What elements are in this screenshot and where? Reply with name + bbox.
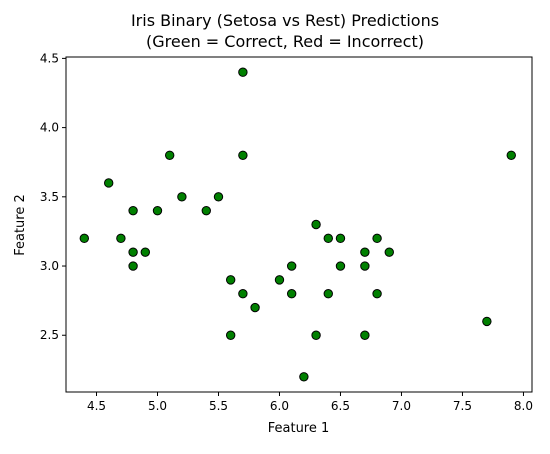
correct-prediction-point [360, 330, 370, 340]
correct-prediction-point [79, 233, 89, 244]
chart-subtitle: (Green = Correct, Red = Incorrect) [146, 32, 424, 51]
correct-prediction-point [103, 178, 114, 188]
correct-prediction-point [177, 192, 187, 202]
x-tick-label: 5.5 [209, 399, 228, 413]
correct-prediction-point [274, 275, 285, 285]
x-tick-label: 4.5 [87, 399, 106, 413]
correct-prediction-point [311, 330, 321, 340]
correct-prediction-point [335, 233, 346, 244]
x-tick-label: 6.0 [270, 399, 289, 413]
correct-prediction-point [128, 261, 138, 271]
y-axis-label: Feature 2 [13, 194, 28, 256]
correct-prediction-point [372, 289, 382, 299]
correct-prediction-point [360, 261, 370, 271]
correct-prediction-point [482, 316, 492, 327]
x-tick-label: 8.0 [514, 399, 533, 413]
correct-prediction-point [372, 233, 382, 244]
correct-prediction-point [384, 247, 394, 257]
correct-prediction-point [128, 205, 138, 216]
correct-prediction-point [286, 261, 297, 271]
x-tick-label: 7.0 [392, 399, 411, 413]
y-tick-label: 3.0 [40, 259, 59, 273]
correct-prediction-point [299, 372, 309, 382]
y-axis-ticks: 2.5 3.0 3.5 4.0 4.5 [40, 51, 66, 342]
correct-prediction-point [360, 247, 370, 257]
x-tick-label: 5.0 [148, 399, 167, 413]
x-axis-ticks: 4.5 5.0 5.5 6.0 6.5 7.0 7.5 8.0 [87, 392, 533, 413]
axes-frame [65, 56, 533, 393]
correct-prediction-point [213, 192, 224, 202]
correct-prediction-point [238, 289, 248, 299]
correct-prediction-point [225, 275, 236, 285]
x-tick-label: 7.5 [453, 399, 472, 413]
plot-area: 4.5 5.0 5.5 6.0 6.5 7.0 7.5 8.0 2.5 3.0 3.5 4.0 4.5 [40, 51, 533, 413]
x-tick-label: 6.5 [331, 399, 350, 413]
y-tick-label: 4.0 [40, 121, 59, 135]
correct-prediction-point [238, 150, 248, 160]
correct-prediction-point [152, 205, 163, 216]
correct-prediction-point [250, 302, 260, 313]
correct-prediction-point [286, 289, 297, 299]
correct-prediction-point [225, 330, 236, 340]
correct-prediction-point [323, 233, 333, 244]
correct-prediction-point [323, 289, 333, 299]
correct-prediction-point [506, 150, 516, 160]
correct-prediction-point [128, 247, 138, 257]
chart-title: Iris Binary (Setosa vs Rest) Predictions [131, 11, 439, 30]
correct-prediction-point [201, 205, 211, 216]
correct-prediction-point [164, 150, 175, 160]
y-tick-label: 2.5 [40, 328, 59, 342]
correct-prediction-point [140, 247, 150, 257]
x-axis-label: Feature 1 [268, 421, 330, 436]
correct-prediction-point [238, 67, 248, 77]
y-tick-label: 3.5 [40, 190, 59, 204]
correct-prediction-point [116, 233, 126, 244]
y-tick-label: 4.5 [40, 51, 59, 65]
correct-prediction-point [335, 261, 346, 271]
correct-prediction-point [311, 219, 321, 230]
data-points [79, 67, 516, 382]
